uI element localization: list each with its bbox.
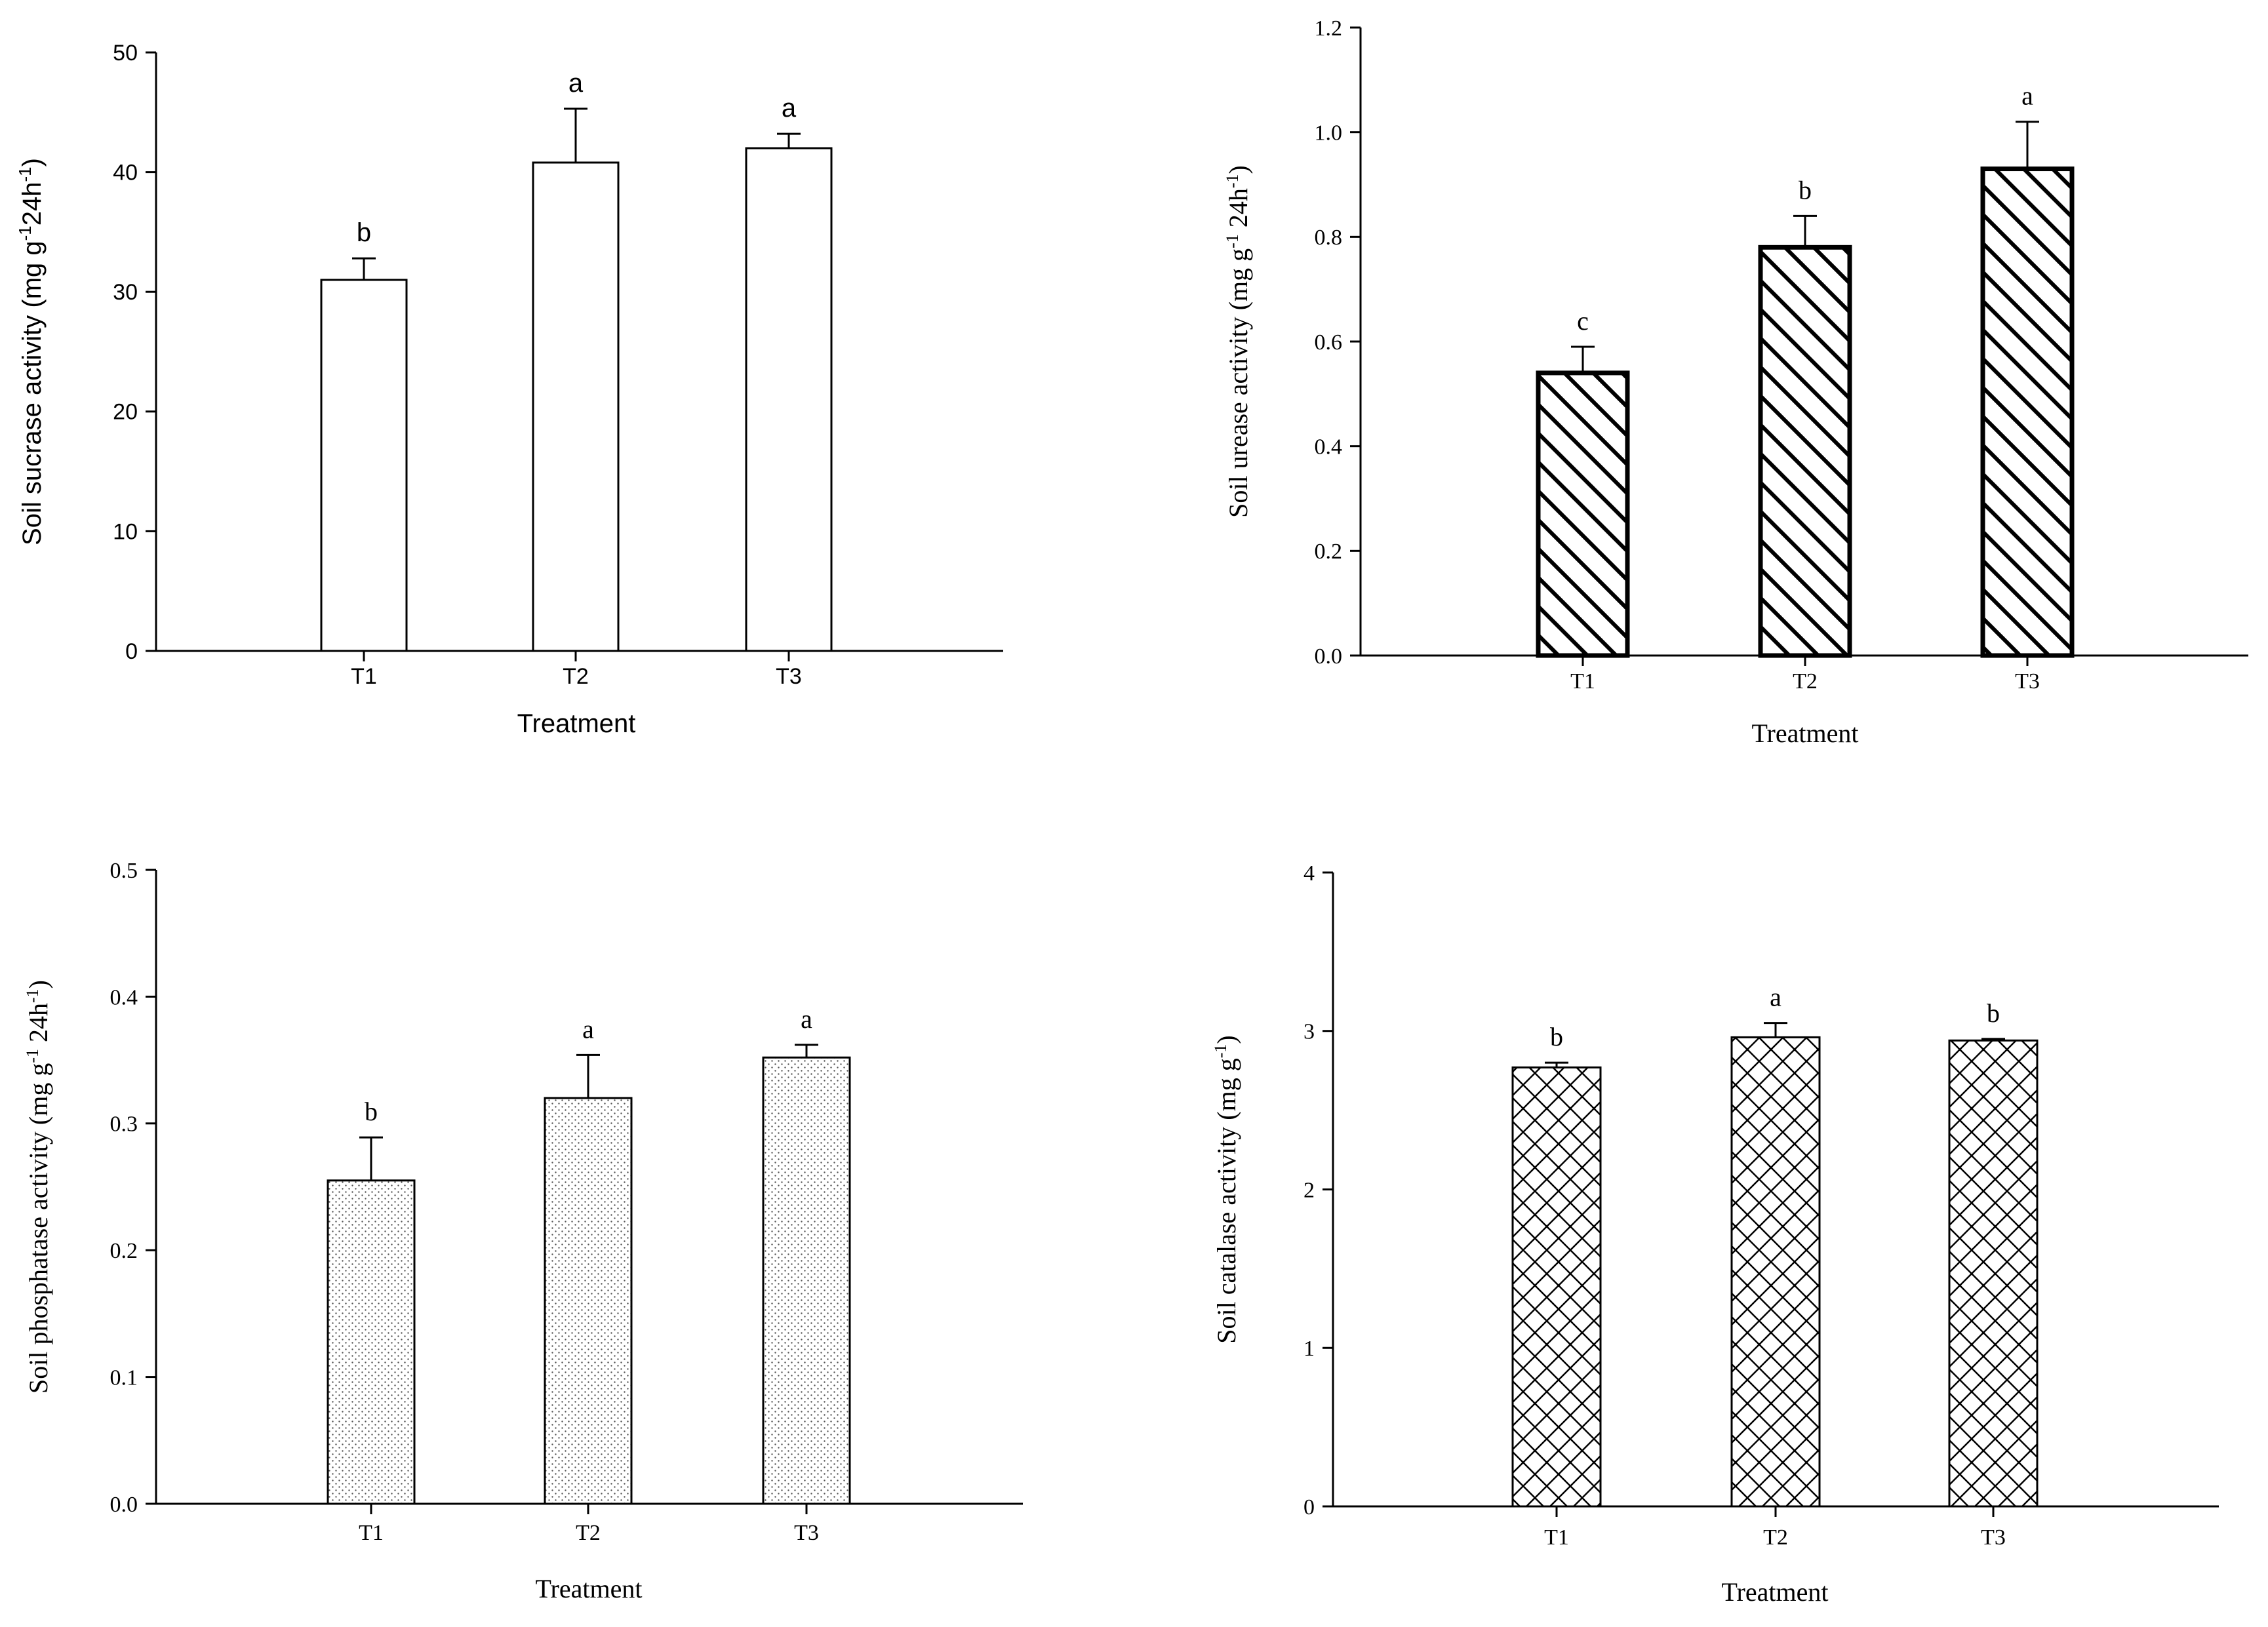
chart-soil-phosphatase: 0.0 0.1 0.2 0.3 0.4 0.5 b T1 a T2 a T3 Treatment Soil… — [0, 814, 1134, 1627]
x-axis-label: Treatment — [517, 709, 636, 738]
significance-label: b — [365, 1097, 378, 1126]
y-tick-label: 40 — [113, 161, 138, 186]
significance-label: b — [1987, 998, 2000, 1028]
y-tick-label: 0.5 — [110, 859, 138, 883]
bar-t2 — [544, 1097, 633, 1505]
significance-label: c — [1577, 306, 1589, 336]
x-tick-label: T1 — [351, 664, 377, 689]
bar-t2 — [532, 161, 620, 652]
significance-label: a — [1770, 983, 1781, 1012]
x-tick-label: T3 — [776, 664, 802, 689]
x-tick-label: T3 — [794, 1521, 819, 1545]
x-tick-label: T1 — [1570, 669, 1595, 694]
chart-svg: 0.0 0.1 0.2 0.3 0.4 0.5 b T1 a T2 a T3 Treatment Soil… — [23, 859, 1023, 1603]
x-tick-label: T3 — [2015, 669, 2040, 694]
y-tick-label: 0.2 — [1315, 539, 1343, 564]
y-tick-label: 30 — [113, 280, 138, 305]
y-tick-label: 0.4 — [110, 985, 138, 1010]
y-tick-label: 0 — [125, 639, 138, 664]
y-tick-label: 0.0 — [1315, 644, 1343, 669]
x-tick-label: T3 — [1981, 1525, 2006, 1550]
y-tick-label: 0.8 — [1315, 225, 1343, 250]
y-tick-label: 0.0 — [110, 1493, 138, 1517]
x-tick-label: T2 — [1763, 1525, 1788, 1550]
x-tick-label: T2 — [1793, 669, 1818, 694]
x-axis-label: Treatment — [1722, 1577, 1829, 1607]
significance-label: a — [2021, 81, 2033, 111]
y-tick-label: 1 — [1303, 1337, 1315, 1361]
y-tick-label: 0.6 — [1315, 330, 1343, 355]
bar-t1 — [1536, 370, 1630, 658]
bar-t2 — [1758, 245, 1852, 658]
bar-t3 — [1980, 167, 2075, 658]
chart-svg: 0.0 0.2 0.4 0.6 0.8 1.0 1.2 c T1 b T2 a T3 Treatment S… — [1223, 16, 2248, 748]
y-tick-label: 0.2 — [110, 1239, 138, 1263]
y-axis-label: Soil phosphatase activity (mg g-1 24h-1) — [23, 980, 54, 1394]
y-tick-label: 50 — [113, 41, 138, 66]
chart-soil-catalase: 0 1 2 3 4 b T1 a T2 b T3 Treatment Soil catalase act… — [1134, 814, 2268, 1627]
y-tick-label: 0 — [1303, 1495, 1315, 1519]
y-axis-label: Soil urease activity (mg g-1 24h-1) — [1223, 165, 1254, 518]
y-tick-label: 0.4 — [1315, 435, 1343, 460]
chart-soil-sucrase: 0 10 20 30 40 50 b T1 a T2 a T3 Treatment Soil sucras… — [0, 0, 1134, 814]
bar-t1 — [320, 279, 408, 652]
y-tick-label: 2 — [1303, 1178, 1315, 1202]
significance-label: b — [1799, 175, 1812, 205]
significance-label: a — [801, 1004, 812, 1034]
y-tick-label: 0.1 — [110, 1366, 138, 1390]
significance-label: a — [582, 1014, 594, 1044]
y-axis-label: Soil catalase activity (mg g-1) — [1211, 1035, 1242, 1343]
bar-t1 — [327, 1179, 416, 1505]
significance-label: a — [782, 94, 797, 123]
bar-t3 — [745, 147, 833, 652]
bar-t2 — [1730, 1036, 1821, 1508]
significance-label: b — [1550, 1022, 1563, 1051]
chart-soil-urease: 0.0 0.2 0.4 0.6 0.8 1.0 1.2 c T1 b T2 a T3 Treatment S… — [1134, 0, 2268, 814]
bar-t3 — [1948, 1039, 2039, 1508]
x-tick-label: T2 — [563, 664, 589, 689]
significance-label: a — [568, 69, 584, 98]
y-tick-label: 10 — [113, 519, 138, 544]
y-tick-label: 3 — [1303, 1020, 1315, 1044]
x-tick-label: T2 — [576, 1521, 601, 1545]
chart-svg: 0 1 2 3 4 b T1 a T2 b T3 Treatment Soil catalase act… — [1211, 861, 2219, 1607]
bar-t3 — [762, 1056, 851, 1505]
y-tick-label: 20 — [113, 400, 138, 425]
chart-svg: 0 10 20 30 40 50 b T1 a T2 a T3 Treatment Soil sucras… — [15, 41, 1003, 738]
y-tick-label: 1.2 — [1315, 16, 1343, 41]
y-tick-label: 1.0 — [1315, 121, 1343, 146]
significance-label: b — [357, 218, 371, 247]
y-axis-label: Soil sucrase activity (mg g-124h-1) — [15, 158, 47, 545]
y-tick-label: 0.3 — [110, 1112, 138, 1137]
y-tick-label: 4 — [1303, 861, 1315, 886]
x-axis-label: Treatment — [536, 1574, 643, 1603]
bar-t1 — [1511, 1066, 1602, 1508]
x-axis-label: Treatment — [1752, 718, 1859, 748]
x-tick-label: T1 — [359, 1521, 384, 1545]
x-tick-label: T1 — [1544, 1525, 1569, 1550]
